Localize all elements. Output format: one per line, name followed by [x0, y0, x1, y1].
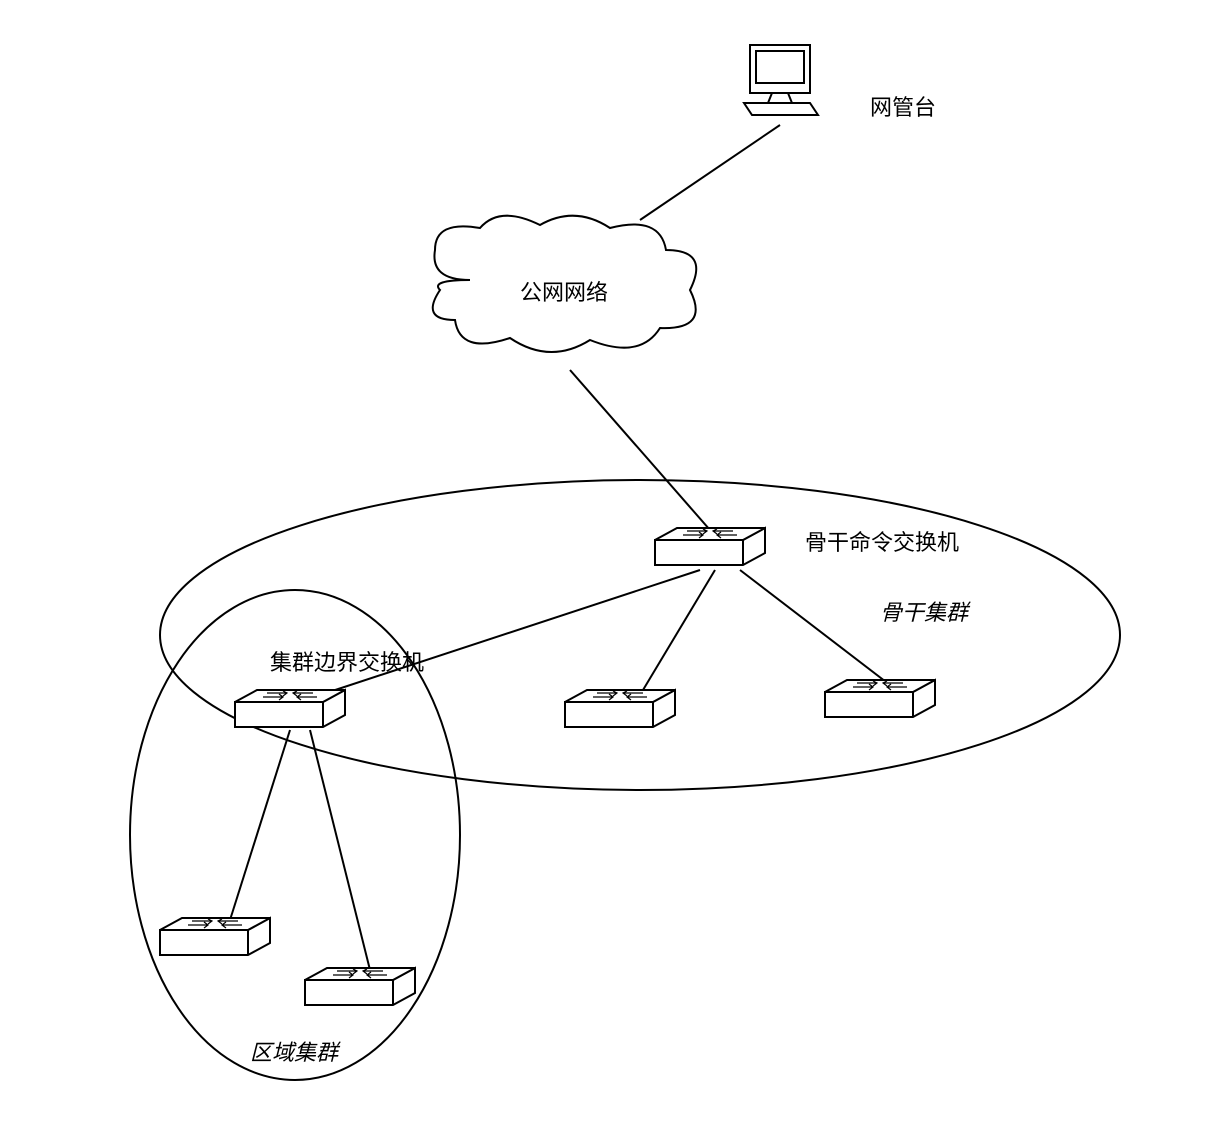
edge-terminal-cloud — [640, 125, 780, 220]
backbone-cluster-label: 骨干集群 — [880, 595, 968, 627]
public-network-label: 公网网络 — [520, 275, 608, 307]
regional-cluster-label: 区域集群 — [250, 1035, 338, 1067]
backbone-command-switch-icon — [655, 528, 765, 565]
edge-cloud-backbone-cmd — [570, 370, 710, 530]
management-terminal-icon — [744, 45, 818, 115]
backbone-switch-3-icon — [825, 680, 935, 717]
edge-backbone-b3 — [740, 570, 890, 685]
regional-switch-2-icon — [305, 968, 415, 1005]
backbone-command-switch-label: 骨干命令交换机 — [805, 525, 959, 557]
diagram-svg — [0, 0, 1228, 1126]
edge-border-r1 — [230, 730, 290, 920]
management-terminal-label: 网管台 — [870, 90, 936, 122]
backbone-cluster-boundary — [160, 480, 1120, 790]
backbone-switch-2-icon — [565, 690, 675, 727]
diagram-canvas: 网管台 公网网络 骨干命令交换机 骨干集群 集群边界交换机 区域集群 — [0, 0, 1228, 1126]
cluster-border-switch-label: 集群边界交换机 — [270, 645, 424, 677]
regional-switch-1-icon — [160, 918, 270, 955]
edge-backbone-b2 — [640, 570, 715, 695]
cluster-border-switch-icon — [235, 690, 345, 727]
edge-border-r2 — [310, 730, 370, 970]
